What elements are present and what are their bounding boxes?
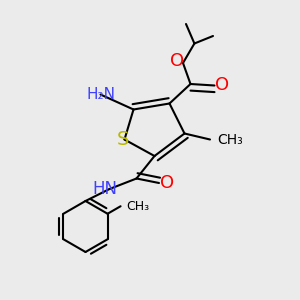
Text: O: O	[215, 76, 229, 94]
Text: O: O	[170, 52, 184, 70]
Text: CH₃: CH₃	[127, 200, 150, 213]
Text: H₂N: H₂N	[86, 87, 115, 102]
Text: S: S	[117, 130, 129, 149]
Text: HN: HN	[92, 180, 118, 198]
Text: CH₃: CH₃	[218, 133, 243, 146]
Text: O: O	[160, 174, 175, 192]
